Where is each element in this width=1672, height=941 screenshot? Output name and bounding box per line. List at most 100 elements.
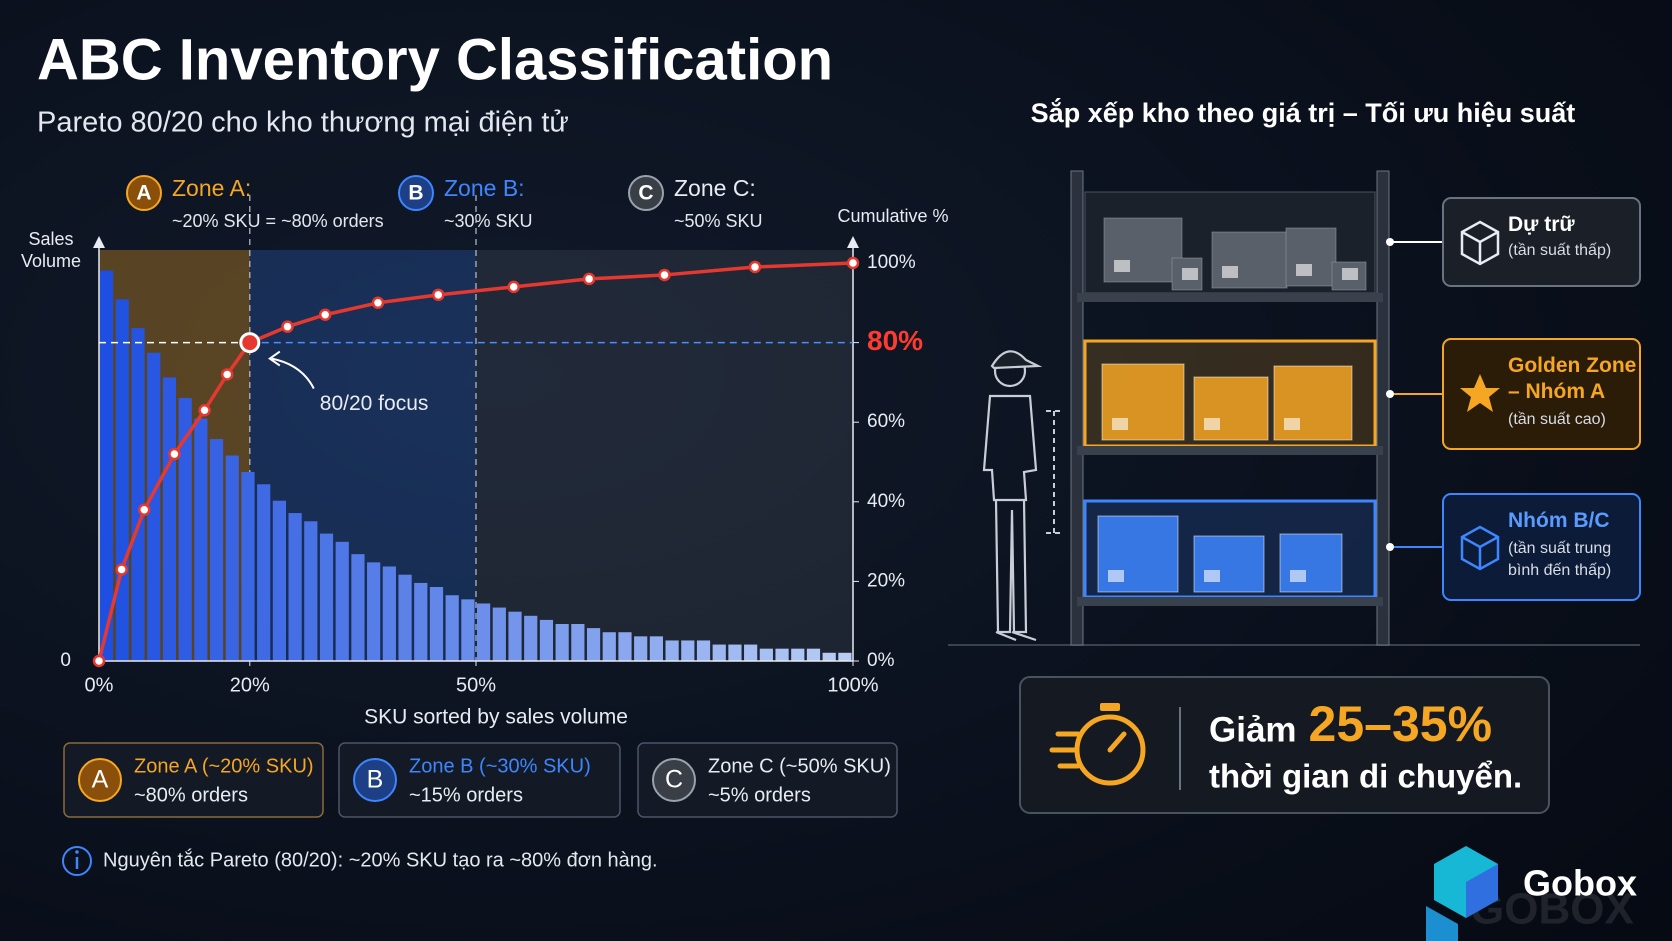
worker-cap (990, 350, 1043, 370)
zone-name: Zone C: (674, 175, 756, 201)
connector-dot (1386, 543, 1394, 551)
card-letter: A (92, 766, 109, 794)
cumulative-point (582, 272, 596, 286)
zone-letter: B (408, 182, 423, 205)
cumulative-point (220, 368, 234, 381)
panel-title: Sắp xếp kho theo giá trị – Tối ưu hiệu s… (1031, 97, 1576, 128)
box-label (1284, 418, 1300, 430)
bar (367, 562, 381, 661)
connector-dot (1386, 238, 1394, 246)
card-title: Zone B (~30% SKU) (409, 755, 591, 777)
zone-desc: ~30% SKU (444, 211, 533, 231)
bar (162, 377, 177, 661)
shelf-title: Dự trữ (1508, 213, 1575, 236)
bar (539, 619, 554, 661)
zone-desc: ~20% SKU = ~80% orders (172, 211, 384, 231)
star-icon (1460, 374, 1500, 412)
info-icon (62, 846, 92, 876)
x-tick-label: 0% (85, 674, 114, 696)
note: Nguyên tắc Pareto (80/20): ~20% SKU tạo … (103, 848, 658, 871)
logo-name: Gobox (1523, 863, 1637, 904)
bar (759, 648, 773, 661)
y2-tick-label: 80% (867, 325, 923, 356)
bar (194, 418, 208, 661)
logo-icon-side (1466, 864, 1498, 918)
result-highlight: 25–35% (1309, 696, 1493, 752)
rack-post (1376, 170, 1390, 646)
zone-badge (628, 175, 664, 211)
bar (351, 554, 365, 661)
zone-name: Zone A: (172, 175, 251, 201)
bar (744, 644, 758, 661)
bar (398, 574, 412, 661)
zone-badge (398, 175, 434, 211)
x-axis-label: SKU sorted by sales volume (364, 706, 628, 729)
bar (728, 644, 742, 661)
bar (775, 648, 789, 661)
cumulative-point (318, 308, 332, 321)
bar (288, 513, 302, 661)
x-tick-label: 100% (827, 674, 878, 696)
box-label (1108, 570, 1124, 582)
logo-icon-base (1426, 906, 1458, 941)
cumulative-line (97, 261, 854, 662)
connector-dot (1386, 390, 1394, 398)
zone-card (637, 742, 898, 818)
bar (131, 328, 145, 661)
zone-band (476, 250, 853, 661)
stopwatch-hand (1107, 731, 1127, 753)
box (1285, 227, 1337, 287)
box-label (1114, 260, 1130, 272)
y-tick-label: 0 (60, 650, 71, 671)
bar (477, 603, 491, 661)
bar (445, 595, 459, 661)
cumulative-point (507, 280, 520, 294)
box (1193, 535, 1265, 593)
box-label (1204, 418, 1220, 430)
annotation-arrow (271, 357, 315, 390)
card-title: Zone A (~20% SKU) (134, 755, 314, 777)
shelf-desc: (tần suất thấp) (1508, 242, 1612, 259)
cumulative-point (748, 260, 762, 274)
cumulative-point (137, 503, 151, 517)
zone-card (338, 742, 621, 818)
shelf-label-box (1442, 197, 1641, 287)
y2-tick-label: 60% (867, 411, 905, 432)
bar (178, 397, 192, 661)
bar (492, 607, 506, 661)
bar (319, 533, 334, 661)
annotation: 80/20 focus (320, 392, 429, 415)
worker (982, 350, 1043, 642)
y-axis-arrow (93, 236, 105, 248)
shelf-label-box (1442, 338, 1641, 450)
box (1279, 533, 1343, 593)
cumulative-point (92, 654, 106, 668)
box-icon (1460, 220, 1500, 266)
worker-feet (995, 630, 1037, 642)
info-icon-dot (75, 850, 79, 854)
y2-tick-label: 100% (867, 252, 916, 273)
card-letter: C (665, 766, 683, 794)
box-label (1182, 268, 1198, 280)
zone-badge (126, 175, 162, 211)
speed-lines (1049, 731, 1081, 769)
bar (618, 632, 632, 661)
bar (712, 644, 726, 661)
shelf-label-box (1442, 493, 1641, 601)
zone-letter: C (638, 182, 653, 205)
result-prefix: Giảm (1209, 710, 1297, 749)
card-desc: ~15% orders (409, 784, 523, 806)
box-icon (1460, 525, 1500, 571)
box-label (1222, 266, 1238, 278)
zone-letter: A (136, 182, 151, 205)
bar (225, 455, 239, 661)
zone-desc: ~50% SKU (674, 211, 763, 231)
bar (209, 439, 224, 661)
bar (571, 624, 585, 661)
box-label (1296, 264, 1312, 276)
worker-body (982, 394, 1038, 502)
shelf-board (1077, 446, 1383, 455)
bar (586, 628, 601, 661)
shelf-board (1077, 293, 1383, 302)
cumulative-point (658, 268, 671, 282)
